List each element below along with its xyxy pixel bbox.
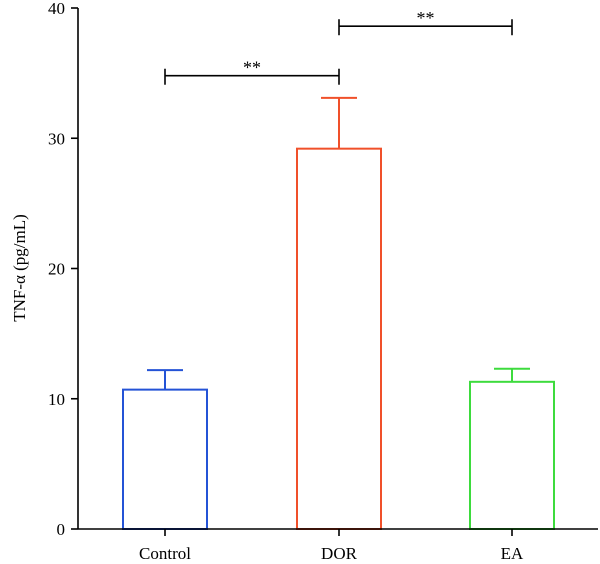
significance-label: **	[243, 58, 261, 78]
y-tick-label: 30	[48, 129, 65, 148]
x-axis-labels: Control DOR EA	[139, 529, 524, 563]
y-tick-label: 10	[48, 390, 65, 409]
bar-dor	[296, 147, 382, 530]
y-axis-title: TNF-α (pg/mL)	[10, 214, 29, 322]
x-tick-label: Control	[139, 544, 191, 563]
y-tick-label: 40	[48, 0, 65, 18]
significance-markers: ** **	[164, 8, 513, 85]
y-axis-ticks: 0 10 20 30 40	[48, 0, 78, 539]
bar-ea	[469, 380, 555, 530]
x-tick-label: DOR	[321, 544, 358, 563]
bars	[122, 96, 555, 530]
bar-control	[122, 388, 208, 530]
y-tick-label: 20	[48, 260, 65, 279]
y-tick-label: 0	[57, 520, 66, 539]
x-tick-label: EA	[501, 544, 524, 563]
significance-label: **	[417, 8, 435, 28]
